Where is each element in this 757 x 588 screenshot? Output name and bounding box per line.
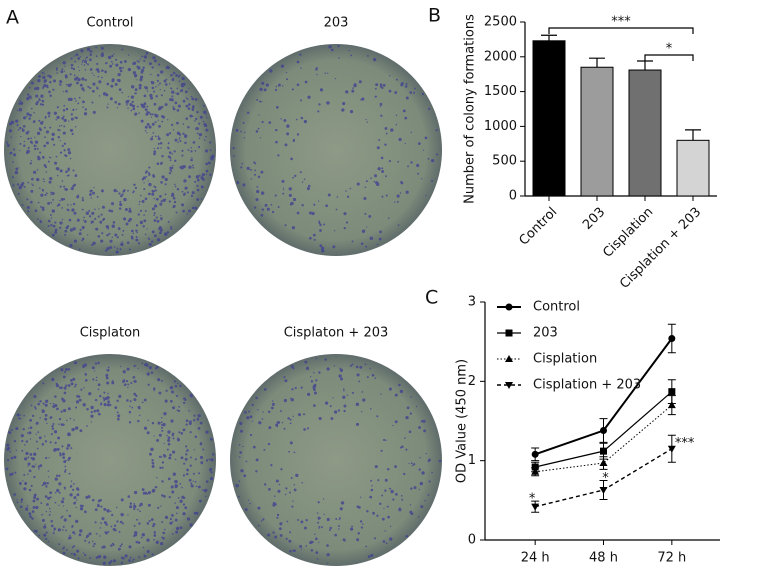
- marker: [599, 459, 608, 467]
- error-bar: [589, 57, 605, 68]
- plate: [230, 44, 442, 256]
- x-tick-label: Cisplation + 203: [617, 205, 704, 292]
- annotation: *: [529, 492, 536, 507]
- annotation: *: [602, 471, 609, 486]
- plate-label: 203: [324, 16, 349, 31]
- bracket: [548, 27, 694, 34]
- bar: [532, 40, 566, 197]
- legend-marker: [505, 355, 513, 362]
- annotation: ***: [611, 15, 631, 30]
- colonies: [5, 361, 215, 565]
- plate-label: Cisplaton: [80, 326, 141, 341]
- y-tick-label: 0: [509, 189, 517, 204]
- y-tick-label: 3: [468, 295, 476, 310]
- annotation: ***: [675, 436, 695, 451]
- y-tick-label: 500: [492, 154, 517, 169]
- marker: [600, 427, 607, 435]
- line-chart: 0 1 2 3 24 h 48 h 72 h OD Value (450 nm) Control…: [455, 295, 720, 566]
- marker: [531, 467, 540, 475]
- y-tick-label: 1: [468, 453, 476, 468]
- marker: [667, 401, 676, 409]
- legend-label: Cisplation + 203: [533, 378, 641, 393]
- legend-label: Cisplation: [533, 352, 597, 367]
- x-tick-label: 24 h: [521, 551, 550, 566]
- plate-label: Cisplaton + 203: [284, 326, 389, 341]
- bar: [580, 66, 614, 197]
- legend-label: Control: [533, 300, 580, 315]
- y-axis-label: Number of colony formations: [463, 14, 478, 204]
- legend-label: 203: [533, 326, 558, 341]
- bar: [628, 69, 662, 197]
- marker: [531, 503, 540, 511]
- y-tick-label: 2: [468, 374, 476, 389]
- x-tick-label: 203: [580, 205, 608, 233]
- bracket: [644, 54, 694, 61]
- y-tick-label: 1000: [484, 119, 517, 134]
- marker: [600, 447, 607, 455]
- y-tick-label: 2500: [484, 15, 517, 30]
- plates: Control 203 Cisplaton Cisplaton + 203: [4, 16, 442, 566]
- colonies: [5, 46, 215, 254]
- panel-letter: B: [428, 5, 441, 27]
- error-bar: [637, 60, 653, 71]
- legend-marker: [505, 329, 513, 337]
- x-tick-label: Control: [516, 205, 560, 249]
- panel-letter: A: [6, 7, 19, 29]
- colonies: [235, 357, 442, 565]
- annotation: *: [666, 42, 673, 57]
- plate: [4, 44, 216, 256]
- plate-label: Control: [87, 16, 134, 31]
- x-tick-label: 72 h: [657, 551, 686, 566]
- panel-letter: C: [425, 287, 438, 309]
- y-axis-label: OD Value (450 nm): [455, 359, 470, 483]
- y-tick-label: 1500: [484, 84, 517, 99]
- error-bar: [685, 129, 701, 141]
- error-bar: [541, 34, 557, 41]
- bar-chart: 0 500 1000 1500 2000 2500 Number of colony for…: [463, 14, 717, 292]
- marker: [668, 334, 676, 342]
- marker: [667, 445, 676, 453]
- marker: [531, 463, 539, 471]
- y-tick-label: 2000: [484, 49, 517, 64]
- plate: [4, 354, 216, 566]
- legend-marker: [505, 382, 513, 389]
- y-tick-label: 0: [468, 533, 476, 548]
- plate: [230, 354, 442, 566]
- marker: [599, 487, 608, 495]
- colonies: [232, 44, 439, 253]
- marker: [531, 450, 539, 458]
- x-tick-label: 48 h: [589, 551, 618, 566]
- marker: [668, 388, 676, 396]
- legend-marker: [505, 303, 513, 311]
- bar: [676, 139, 710, 197]
